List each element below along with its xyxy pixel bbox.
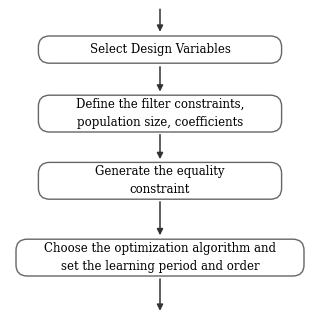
Text: Generate the equality
constraint: Generate the equality constraint bbox=[95, 165, 225, 196]
FancyBboxPatch shape bbox=[38, 163, 282, 199]
FancyBboxPatch shape bbox=[38, 36, 282, 63]
Text: Select Design Variables: Select Design Variables bbox=[90, 43, 230, 56]
FancyBboxPatch shape bbox=[16, 239, 304, 276]
Text: Choose the optimization algorithm and
set the learning period and order: Choose the optimization algorithm and se… bbox=[44, 242, 276, 273]
FancyBboxPatch shape bbox=[38, 95, 282, 132]
Text: Define the filter constraints,
population size, coefficients: Define the filter constraints, populatio… bbox=[76, 98, 244, 129]
